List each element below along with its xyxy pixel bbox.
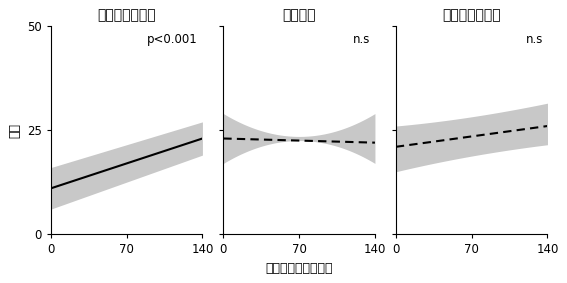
Y-axis label: 種数: 種数 [9, 123, 22, 138]
Title: その他在来植物: その他在来植物 [442, 8, 501, 22]
Title: 在来草原性植物: 在来草原性植物 [98, 8, 156, 22]
Text: n.s: n.s [526, 33, 543, 46]
Text: p<0.001: p<0.001 [147, 33, 198, 46]
Text: n.s: n.s [353, 33, 370, 46]
X-axis label: 時間的連続性（年）: 時間的連続性（年） [265, 262, 333, 275]
Title: 外来植物: 外来植物 [282, 8, 316, 22]
